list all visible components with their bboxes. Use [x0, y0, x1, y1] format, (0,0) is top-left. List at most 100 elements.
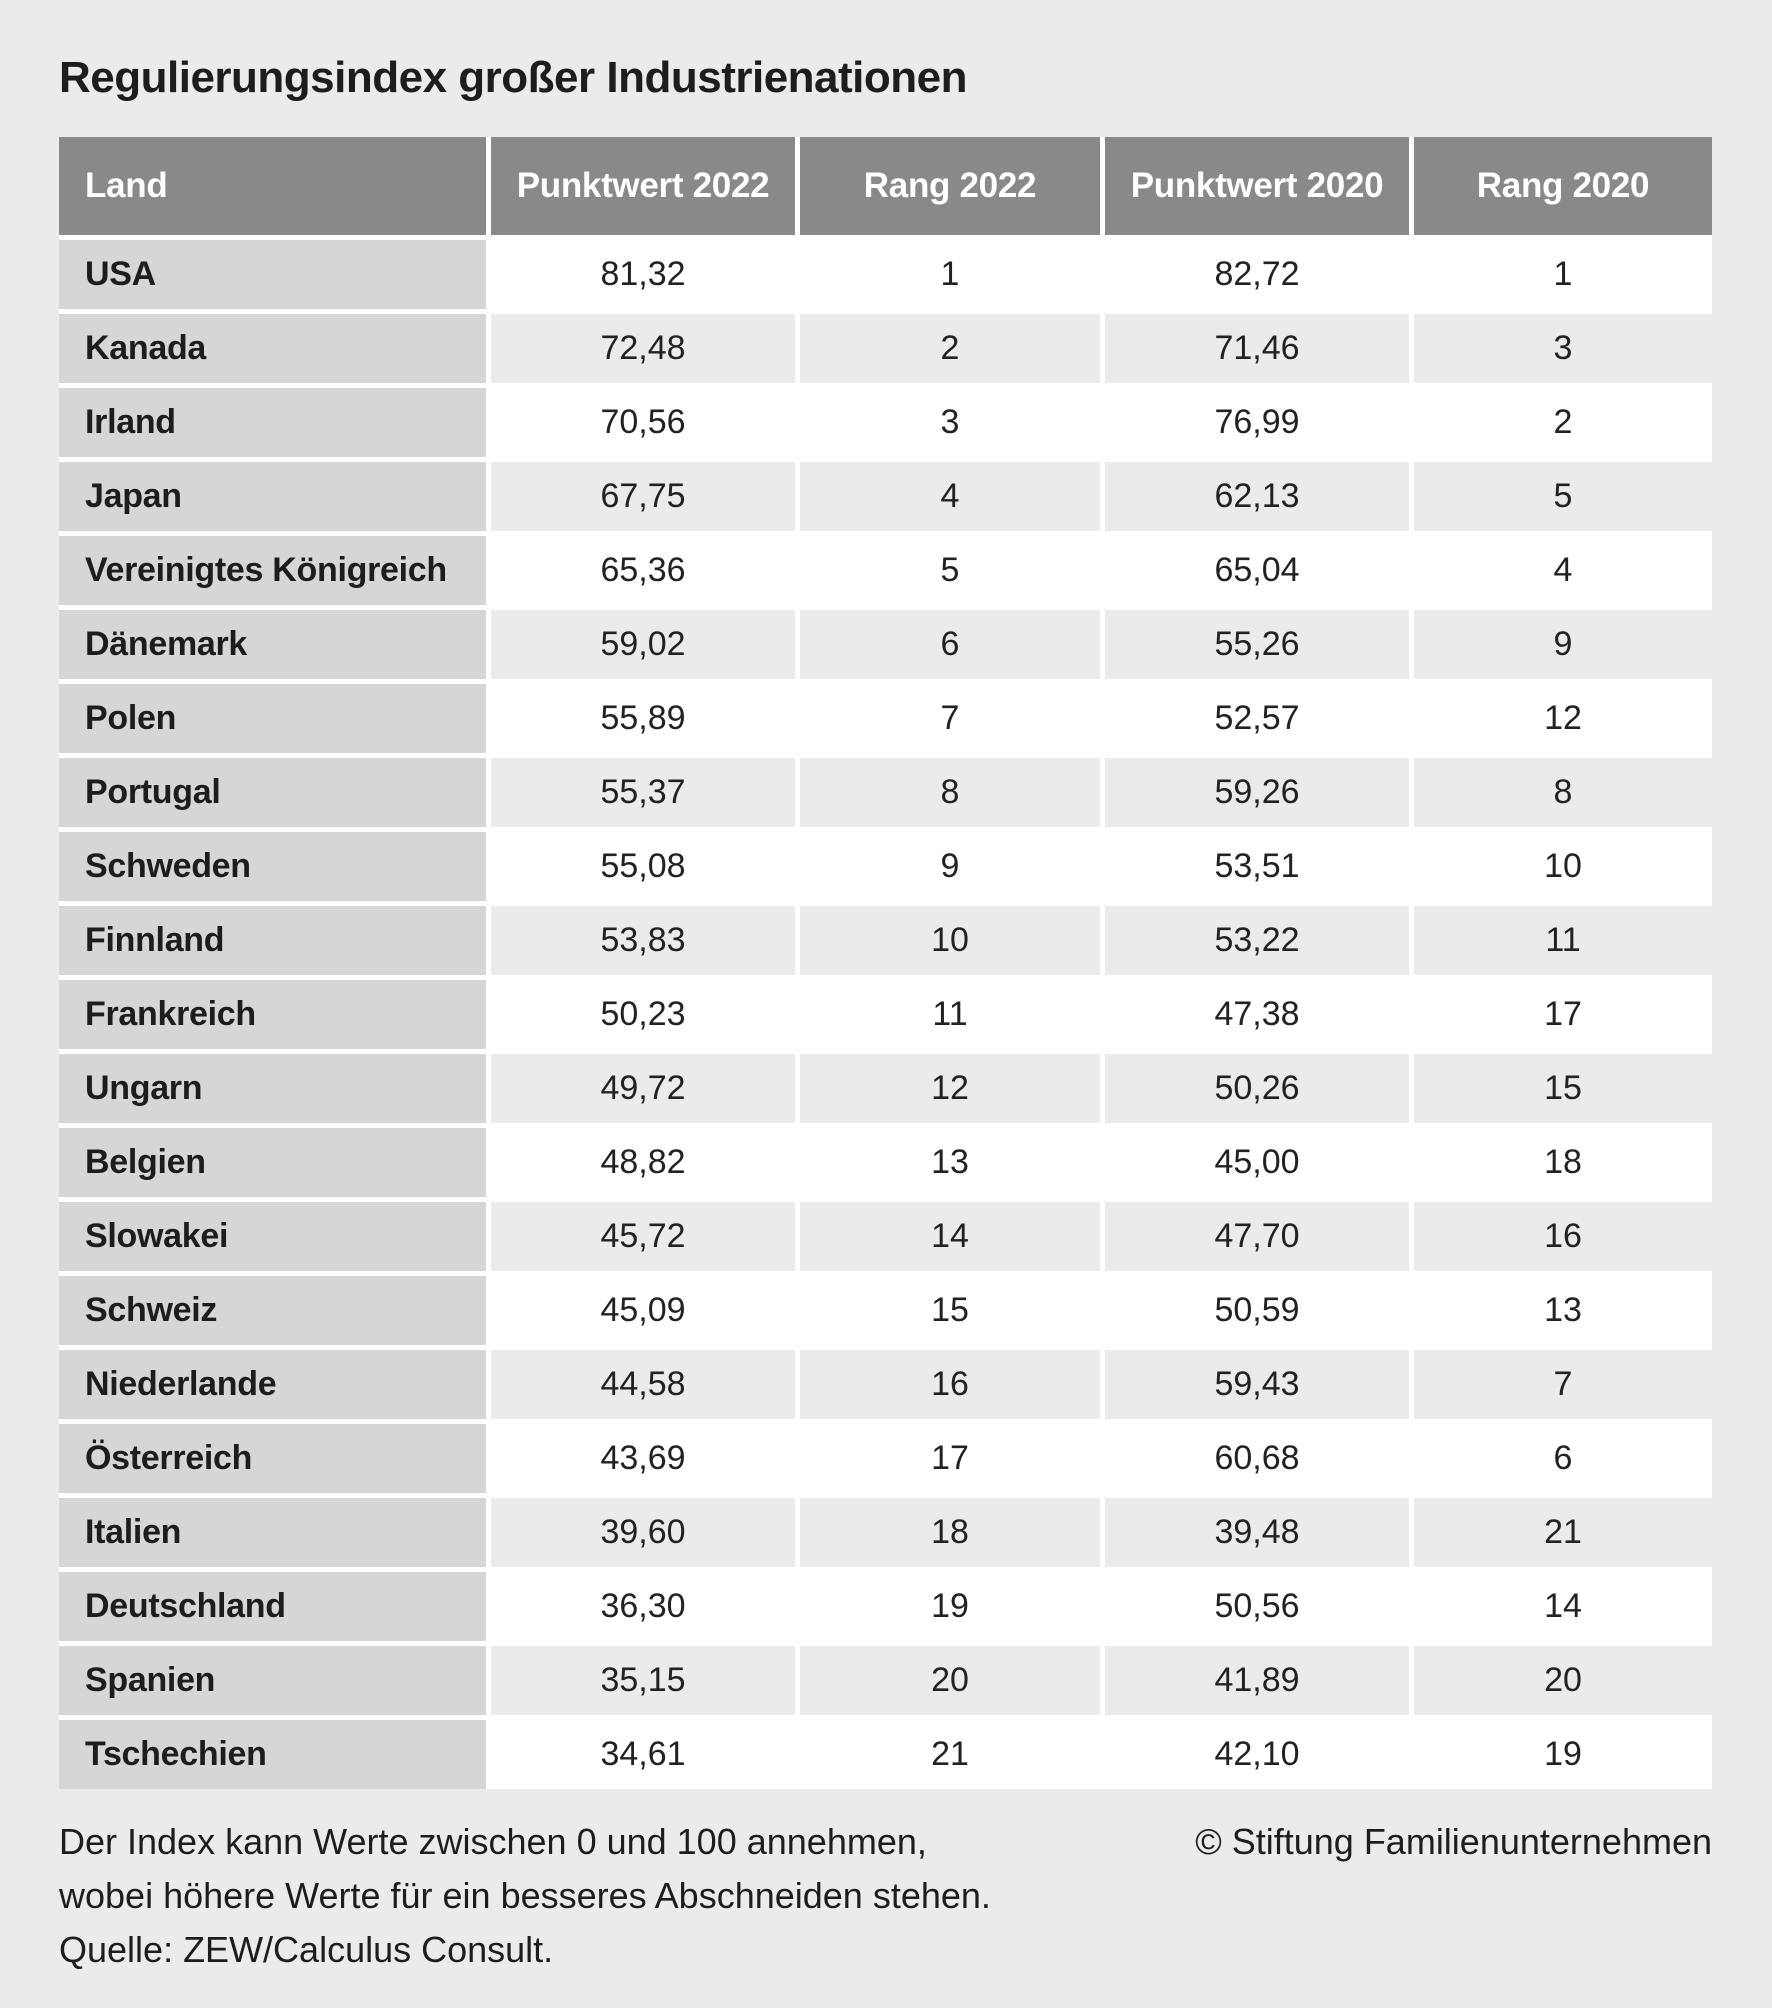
copyright: © Stiftung Familienunternehmen: [1195, 1821, 1712, 1862]
value-cell: 65,36: [491, 536, 795, 605]
value-cell: 59,26: [1105, 758, 1409, 827]
value-cell: 72,48: [491, 314, 795, 383]
land-cell: USA: [59, 240, 486, 309]
value-cell: 20: [800, 1646, 1100, 1715]
land-cell: Finnland: [59, 906, 486, 975]
value-cell: 5: [800, 536, 1100, 605]
land-cell: Tschechien: [59, 1720, 486, 1789]
value-cell: 53,22: [1105, 906, 1409, 975]
footnote-line: wobei höhere Werte für ein besseres Absc…: [59, 1875, 991, 1916]
value-cell: 48,82: [491, 1128, 795, 1197]
land-cell: Slowakei: [59, 1202, 486, 1271]
value-cell: 8: [1414, 758, 1712, 827]
value-cell: 53,83: [491, 906, 795, 975]
value-cell: 11: [1414, 906, 1712, 975]
value-cell: 76,99: [1105, 388, 1409, 457]
value-cell: 12: [1414, 684, 1712, 753]
value-cell: 15: [800, 1276, 1100, 1345]
value-cell: 44,58: [491, 1350, 795, 1419]
column-header-punktwert-2020: Punktwert 2020: [1105, 137, 1409, 235]
land-cell: Ungarn: [59, 1054, 486, 1123]
value-cell: 14: [800, 1202, 1100, 1271]
footnote-block: Der Index kann Werte zwischen 0 und 100 …: [59, 1815, 991, 1977]
value-cell: 65,04: [1105, 536, 1409, 605]
land-cell: Kanada: [59, 314, 486, 383]
land-cell: Japan: [59, 462, 486, 531]
value-cell: 42,10: [1105, 1720, 1409, 1789]
value-cell: 8: [800, 758, 1100, 827]
land-cell: Schweiz: [59, 1276, 486, 1345]
value-cell: 50,23: [491, 980, 795, 1049]
value-cell: 50,26: [1105, 1054, 1409, 1123]
value-cell: 3: [800, 388, 1100, 457]
value-cell: 20: [1414, 1646, 1712, 1715]
value-cell: 9: [800, 832, 1100, 901]
value-cell: 50,56: [1105, 1572, 1409, 1641]
value-cell: 45,00: [1105, 1128, 1409, 1197]
value-cell: 71,46: [1105, 314, 1409, 383]
page-title: Regulierungsindex großer Industrienation…: [59, 53, 967, 102]
land-cell: Vereinigtes Königreich: [59, 536, 486, 605]
value-cell: 55,26: [1105, 610, 1409, 679]
value-cell: 62,13: [1105, 462, 1409, 531]
land-cell: Italien: [59, 1498, 486, 1567]
value-cell: 14: [1414, 1572, 1712, 1641]
column-header-punktwert-2022: Punktwert 2022: [491, 137, 795, 235]
value-cell: 81,32: [491, 240, 795, 309]
value-cell: 5: [1414, 462, 1712, 531]
footnote-line: Der Index kann Werte zwischen 0 und 100 …: [59, 1821, 927, 1862]
value-cell: 18: [800, 1498, 1100, 1567]
value-cell: 17: [800, 1424, 1100, 1493]
value-cell: 21: [1414, 1498, 1712, 1567]
value-cell: 2: [800, 314, 1100, 383]
value-cell: 50,59: [1105, 1276, 1409, 1345]
value-cell: 39,60: [491, 1498, 795, 1567]
value-cell: 10: [1414, 832, 1712, 901]
land-cell: Dänemark: [59, 610, 486, 679]
column-header-rang-2020: Rang 2020: [1414, 137, 1712, 235]
value-cell: 10: [800, 906, 1100, 975]
land-cell: Deutschland: [59, 1572, 486, 1641]
value-cell: 6: [1414, 1424, 1712, 1493]
value-cell: 60,68: [1105, 1424, 1409, 1493]
value-cell: 36,30: [491, 1572, 795, 1641]
value-cell: 59,43: [1105, 1350, 1409, 1419]
value-cell: 39,48: [1105, 1498, 1409, 1567]
value-cell: 35,15: [491, 1646, 795, 1715]
value-cell: 13: [800, 1128, 1100, 1197]
value-cell: 43,69: [491, 1424, 795, 1493]
land-cell: Frankreich: [59, 980, 486, 1049]
value-cell: 18: [1414, 1128, 1712, 1197]
value-cell: 45,72: [491, 1202, 795, 1271]
column-header-land: Land: [59, 137, 486, 235]
land-cell: Schweden: [59, 832, 486, 901]
value-cell: 1: [800, 240, 1100, 309]
regulation-index-table: Land Punktwert 2022 Rang 2022 Punktwert …: [59, 137, 1712, 1789]
value-cell: 70,56: [491, 388, 795, 457]
value-cell: 19: [1414, 1720, 1712, 1789]
value-cell: 7: [800, 684, 1100, 753]
value-cell: 67,75: [491, 462, 795, 531]
source-line: Quelle: ZEW/Calculus Consult.: [59, 1929, 554, 1970]
value-cell: 4: [1414, 536, 1712, 605]
value-cell: 47,38: [1105, 980, 1409, 1049]
value-cell: 11: [800, 980, 1100, 1049]
footer: Der Index kann Werte zwischen 0 und 100 …: [59, 1815, 1712, 1977]
value-cell: 6: [800, 610, 1100, 679]
value-cell: 55,89: [491, 684, 795, 753]
land-cell: Niederlande: [59, 1350, 486, 1419]
value-cell: 47,70: [1105, 1202, 1409, 1271]
value-cell: 82,72: [1105, 240, 1409, 309]
value-cell: 19: [800, 1572, 1100, 1641]
value-cell: 34,61: [491, 1720, 795, 1789]
land-cell: Portugal: [59, 758, 486, 827]
value-cell: 12: [800, 1054, 1100, 1123]
land-cell: Österreich: [59, 1424, 486, 1493]
value-cell: 55,37: [491, 758, 795, 827]
value-cell: 9: [1414, 610, 1712, 679]
value-cell: 15: [1414, 1054, 1712, 1123]
value-cell: 49,72: [491, 1054, 795, 1123]
value-cell: 2: [1414, 388, 1712, 457]
value-cell: 17: [1414, 980, 1712, 1049]
value-cell: 4: [800, 462, 1100, 531]
